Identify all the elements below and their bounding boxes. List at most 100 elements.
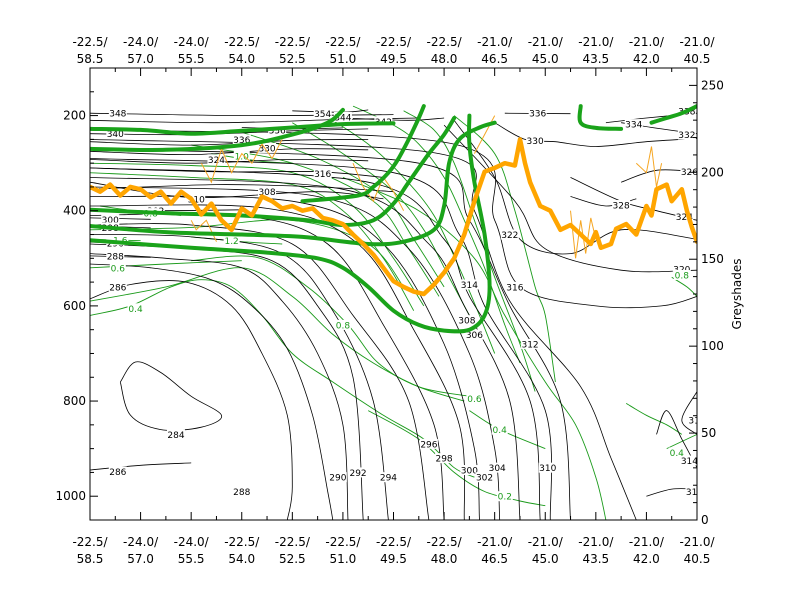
black-contour-label-332b: 330: [258, 144, 275, 154]
y-right-label-5: 250: [701, 78, 724, 92]
green-contour-thin-f: [292, 122, 470, 316]
black-contour-label-bg-1: [108, 281, 127, 292]
x-bottom-label-line1-1: -24.0/: [123, 535, 159, 549]
x-bottom-label-line1-9: -21.0/: [528, 535, 564, 549]
black-contour-label-326b: 324: [208, 156, 225, 166]
x-top-label-line1-1: -24.0/: [123, 35, 159, 49]
black-contour-label-bg-47: [313, 108, 332, 119]
black-contour-label-bg-0: [166, 429, 185, 440]
black-contour-288: [90, 263, 334, 520]
black-contour-342: [352, 117, 445, 121]
x-top-label-line2-1: 57.0: [127, 52, 154, 66]
green-contour-thin-g: [241, 131, 445, 288]
green-contour-label-0.4: 0.4: [128, 305, 143, 315]
x-top-label-line2-4: 52.5: [279, 52, 306, 66]
x-bottom-label-line2-10: 43.5: [582, 552, 609, 566]
black-contour-label-300: 300: [461, 467, 478, 477]
green-contour-thin-b: [453, 115, 556, 383]
y-right-label-2: 100: [701, 339, 724, 353]
black-contour-label-310b: 310: [188, 195, 205, 205]
black-contour-314: [90, 139, 637, 520]
black-contour-label-324: 324: [676, 213, 693, 223]
x-top-label-line2-0: 58.5: [77, 52, 104, 66]
black-contour-326b: [90, 158, 369, 164]
x-bottom-label-line1-6: -22.5/: [376, 535, 412, 549]
black-contour-label-318: 318: [688, 417, 705, 427]
thick-green-contour-B: [90, 107, 345, 152]
green-contour-0.2: [367, 410, 546, 507]
thick-green-contour-F: [90, 113, 492, 334]
green-contour-label-bg-2: [668, 447, 685, 458]
y-left-label-4: 1000: [55, 489, 86, 503]
black-contour-label-314: 314: [461, 281, 478, 291]
black-contour-label-318b: 316: [314, 170, 331, 180]
black-contour-label-bg-28: [624, 119, 643, 130]
y-right-axis-title: Greyshades: [730, 259, 744, 330]
orange-thin-line-5: [190, 219, 217, 242]
black-contour-label-bg-26: [526, 135, 545, 146]
black-contour-300b: [90, 217, 151, 220]
x-bottom-label-line1-4: -22.5/: [275, 535, 311, 549]
black-contour-286: [90, 280, 293, 520]
black-contour-label-304: 304: [489, 464, 506, 474]
x-top-label-line2-6: 49.5: [380, 52, 407, 66]
x-top-label-line2-10: 43.5: [582, 52, 609, 66]
y-right-label-1: 50: [701, 426, 716, 440]
orange-thin-line-0: [200, 139, 283, 184]
black-contour-label-bg-19: [685, 486, 697, 497]
x-top-label-line2-11: 42.0: [633, 52, 660, 66]
y-left-label-2: 600: [63, 299, 86, 313]
x-bottom-label-line1-0: -22.5/: [72, 535, 108, 549]
green-contour-label-bg-4: [466, 393, 483, 404]
black-contour-label-bg-31: [108, 108, 127, 119]
y-right-label-3: 150: [701, 252, 724, 266]
x-top-label-line2-8: 46.5: [481, 52, 508, 66]
black-contour-330: [494, 122, 697, 147]
x-bottom-label-line1-12: -21.0/: [679, 535, 715, 549]
orange-thin-line-1: [352, 163, 405, 211]
black-contour-label-bg-21: [672, 263, 691, 274]
black-contour-label-bg-39: [258, 186, 277, 197]
black-contour-290: [90, 253, 349, 520]
x-bottom-label-line1-2: -24.0/: [174, 535, 210, 549]
y-left-label-3: 800: [63, 394, 86, 408]
black-contour-312: [90, 148, 571, 520]
thick-green-contour-D: [90, 116, 457, 227]
x-bottom-label-line2-1: 57.0: [127, 552, 154, 566]
x-top-label-line1-2: -24.0/: [174, 35, 210, 49]
orange-thin-lines: [190, 115, 663, 259]
black-contour-label-bg-37: [313, 168, 332, 179]
black-contour-label-344: 344: [334, 114, 351, 124]
x-bottom-label-line2-12: 40.5: [684, 552, 711, 566]
green-contour-label-0.6b: 0.6: [111, 264, 126, 274]
black-contour-label-284: 284: [167, 431, 184, 441]
green-contour-label-0.4c: 0.4: [493, 426, 508, 436]
black-contour-label-bg-34: [232, 134, 251, 145]
black-contour-label-bg-11: [488, 462, 507, 473]
green-contour-0.6b: [90, 260, 242, 269]
black-contour-label-292: 292: [349, 469, 366, 479]
black-contour-label-314b: 314: [681, 457, 698, 467]
green-contour-label-bg-10: [223, 235, 240, 246]
green-contour-thin-d: [352, 105, 521, 364]
x-bottom-label-line2-5: 51.0: [330, 552, 357, 566]
black-contour-label-296: 296: [420, 440, 437, 450]
black-contour-318b: [90, 167, 384, 178]
x-bottom-label-line2-8: 46.5: [481, 552, 508, 566]
green-contour-thin-c: [403, 110, 536, 392]
black-contour-308: [90, 167, 541, 520]
y-right-label-0: 0: [701, 513, 709, 527]
black-contour-label-bg-32: [333, 112, 352, 123]
black-contour-label-288b: 288: [107, 252, 124, 262]
y-left-label-1: 400: [63, 204, 86, 218]
green-contour-thin-e: [317, 110, 496, 354]
green-contour-label-0.8: 0.8: [336, 321, 351, 331]
x-bottom-label-line1-10: -21.0/: [578, 535, 614, 549]
black-contour-label-bg-7: [419, 438, 438, 449]
black-contour-label-312: 312: [521, 340, 538, 350]
black-contour-320: [443, 124, 697, 273]
black-contour-label-348: 348: [109, 110, 126, 120]
green-contour-0.4: [90, 279, 475, 478]
x-top-label-line2-5: 51.0: [330, 52, 357, 66]
x-top-label-line1-12: -21.0/: [679, 35, 715, 49]
